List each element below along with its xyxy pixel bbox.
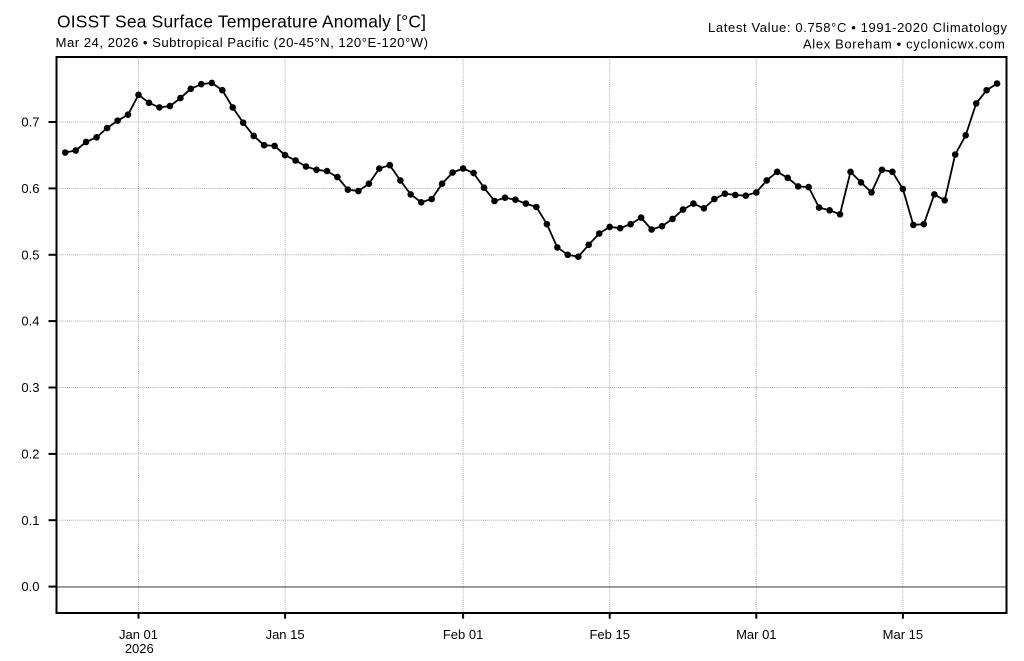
- svg-text:Mar 01: Mar 01: [736, 627, 776, 642]
- svg-text:0.4: 0.4: [21, 314, 39, 329]
- svg-text:0.7: 0.7: [21, 115, 39, 130]
- svg-text:Jan 01: Jan 01: [119, 627, 158, 642]
- svg-text:0.5: 0.5: [21, 247, 39, 262]
- svg-text:2026: 2026: [125, 641, 154, 656]
- svg-text:0.3: 0.3: [21, 380, 39, 395]
- svg-text:0.2: 0.2: [21, 447, 39, 462]
- svg-text:Alex Boreham • cyclonicwx.com: Alex Boreham • cyclonicwx.com: [803, 37, 1005, 52]
- svg-text:Feb 15: Feb 15: [589, 627, 629, 642]
- svg-text:0.0: 0.0: [21, 579, 39, 594]
- svg-text:Mar 15: Mar 15: [883, 627, 923, 642]
- svg-text:OISST Sea Surface Temperature: OISST Sea Surface Temperature Anomaly [°…: [57, 11, 426, 31]
- svg-text:Jan 15: Jan 15: [266, 627, 305, 642]
- svg-text:Mar 24, 2026 • Subtropical Pac: Mar 24, 2026 • Subtropical Pacific (20-4…: [56, 35, 429, 50]
- svg-text:Feb 01: Feb 01: [443, 627, 483, 642]
- svg-text:Latest Value: 0.758°C • 1991-2: Latest Value: 0.758°C • 1991-2020 Climat…: [708, 20, 1008, 35]
- svg-text:0.6: 0.6: [21, 181, 39, 196]
- svg-text:0.1: 0.1: [21, 513, 39, 528]
